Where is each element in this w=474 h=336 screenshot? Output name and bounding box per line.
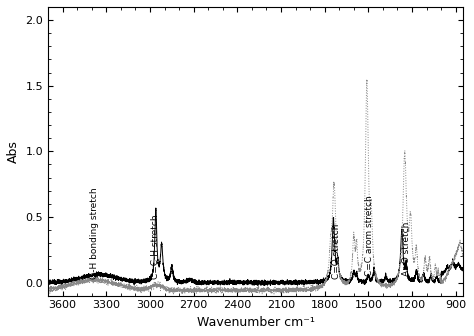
Text: C=C-H stretch: C=C-H stretch (151, 214, 160, 279)
X-axis label: Wavenumber cm⁻¹: Wavenumber cm⁻¹ (197, 316, 314, 329)
Text: C=O stretch: C=O stretch (332, 223, 341, 279)
Text: Ar-O stretch: Ar-O stretch (402, 221, 411, 276)
Text: C=C arom stretch: C=C arom stretch (365, 195, 374, 276)
Text: O-H bonding stretch: O-H bonding stretch (90, 187, 99, 279)
Y-axis label: Abs: Abs (7, 140, 20, 163)
